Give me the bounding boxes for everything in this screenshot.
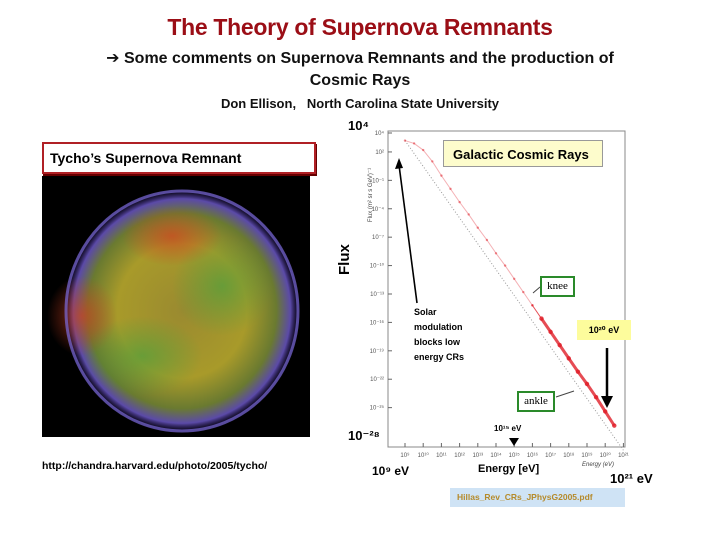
x-axis-small-label: Energy (eV) [582, 462, 614, 468]
data-point [494, 252, 498, 255]
data-point [522, 290, 525, 294]
y-tick-label: 10⁻¹⁰ [370, 263, 385, 270]
series-segment [513, 278, 524, 293]
source-url[interactable]: http://chandra.harvard.edu/photo/2005/ty… [42, 460, 268, 472]
data-point [513, 277, 516, 281]
solar-arrow [398, 164, 418, 304]
data-point [440, 174, 443, 177]
note-line: Solar [414, 307, 437, 317]
series-segment [459, 201, 470, 215]
y-min-label: 10⁻²⁸ [348, 428, 380, 443]
gzk-arrow-head [601, 396, 613, 408]
data-point [485, 238, 489, 242]
y-max-label: 10⁴ [348, 118, 369, 133]
data-point [458, 200, 461, 204]
y-tick-label: 10⁴ [375, 130, 385, 137]
y-tick-label: 10⁻¹⁹ [370, 348, 385, 355]
x-tick-label: 10¹⁷ [545, 452, 556, 459]
flux-axis-label: Flux [336, 244, 353, 275]
y-tick-label: 10⁻⁷ [372, 234, 384, 241]
energy-axis-label: Energy [eV] [478, 463, 540, 475]
series-segment [603, 410, 616, 427]
solar-modulation-note: Solar modulation blocks low energy CRs [414, 305, 464, 365]
series-segment [477, 227, 488, 241]
series-segment [531, 305, 542, 319]
x-tick-label: 10¹¹ [436, 453, 447, 459]
x-tick-label: 10¹³ [472, 453, 483, 459]
author-line: Don Ellison, North Carolina State Univer… [220, 96, 500, 111]
plot-frame [387, 130, 626, 448]
y-tick-label: 10⁻¹ [372, 178, 384, 184]
y-tick-label: 10⁻¹³ [370, 292, 384, 298]
series-segment [495, 252, 506, 266]
series-segment [549, 331, 561, 346]
gzk-energy-label: 10²⁰ eV [577, 320, 631, 340]
series-segment [413, 143, 424, 151]
y-tick-label: 10⁻¹⁶ [370, 319, 385, 326]
tycho-remnant-image [42, 176, 310, 437]
series-segment [567, 357, 580, 373]
x-min-label: 10⁹ eV [372, 464, 410, 478]
series-segment [504, 265, 515, 280]
tycho-label: Tycho’s Supernova Remnant [42, 142, 316, 174]
series-segment [522, 291, 533, 306]
data-point [431, 160, 434, 163]
series-segment [585, 383, 598, 399]
reference-line [404, 140, 624, 451]
data-point [422, 148, 425, 152]
data-point [449, 187, 452, 191]
x-tick-label: 10⁹ [400, 452, 410, 459]
y-tick-label: 10⁻⁴ [372, 206, 385, 213]
subtitle: ➔ Some comments on Supernova Remnants an… [106, 50, 614, 67]
data-point [403, 139, 407, 142]
series-segment [422, 149, 433, 162]
source-file-link[interactable]: Hillas_Rev_CRs_JPhysG2005.pdf [450, 488, 625, 507]
series-segment [540, 317, 552, 333]
y-axis-small-label: Flux (m² sr s GeV)⁻¹ [368, 168, 374, 222]
ankle-label: ankle [517, 391, 555, 412]
data-point [503, 264, 507, 267]
x-tick-label: 10¹⁸ [563, 452, 575, 459]
series-segment [450, 188, 461, 203]
series-segment [404, 140, 415, 144]
ankle-pointer [555, 390, 575, 398]
x-tick-label: 10¹⁴ [490, 452, 502, 459]
x-tick-label: 10²⁰ [600, 452, 612, 459]
subtitle-continued: Cosmic Rays [309, 72, 411, 89]
series-segment [431, 161, 442, 176]
x-tick-label: 10¹⁰ [418, 452, 430, 459]
series-segment [486, 239, 497, 254]
knee-label: knee [540, 276, 575, 297]
x-tick-label: 10¹⁹ [581, 452, 593, 459]
data-point [412, 142, 416, 145]
remnant-graphic [47, 189, 300, 433]
x-tick-label: 10²¹ [618, 453, 629, 459]
knee-pointer [532, 286, 541, 294]
series-segment [576, 370, 589, 385]
knee-energy-label: 10¹⁵ eV [494, 424, 522, 433]
solar-arrow-head [395, 158, 403, 169]
x-tick-label: 10¹⁶ [527, 452, 539, 459]
series-segment [558, 344, 571, 360]
note-line: modulation [414, 322, 463, 332]
x-max-label: 10²¹ eV [610, 471, 653, 486]
data-point [476, 226, 479, 229]
y-tick-label: 10⁻²² [370, 377, 384, 383]
x-tick-label: 10¹⁵ [509, 452, 521, 459]
y-tick-label: 10⁻²⁵ [370, 405, 385, 412]
x-tick-label: 10¹² [454, 453, 465, 459]
note-line: energy CRs [414, 352, 465, 362]
cosmic-ray-spectrum-chart: 10⁴ 10² 10⁻¹ 10⁻⁴ 10⁻⁷ 10⁻¹⁰ 10⁻¹³ 10⁻¹⁶ 10⁻¹⁹ 10… [368, 130, 629, 468]
series-segment [440, 175, 451, 190]
page-title: The Theory of Supernova Remnants [167, 14, 553, 40]
series-segment [594, 396, 607, 413]
knee-energy-arrow [509, 438, 519, 446]
data-point [467, 213, 470, 216]
series-segment [468, 214, 479, 228]
galactic-cosmic-rays-label: Galactic Cosmic Rays [443, 140, 603, 167]
note-line: blocks low [414, 337, 461, 347]
data-point [612, 423, 617, 428]
y-tick-label: 10² [375, 150, 384, 156]
